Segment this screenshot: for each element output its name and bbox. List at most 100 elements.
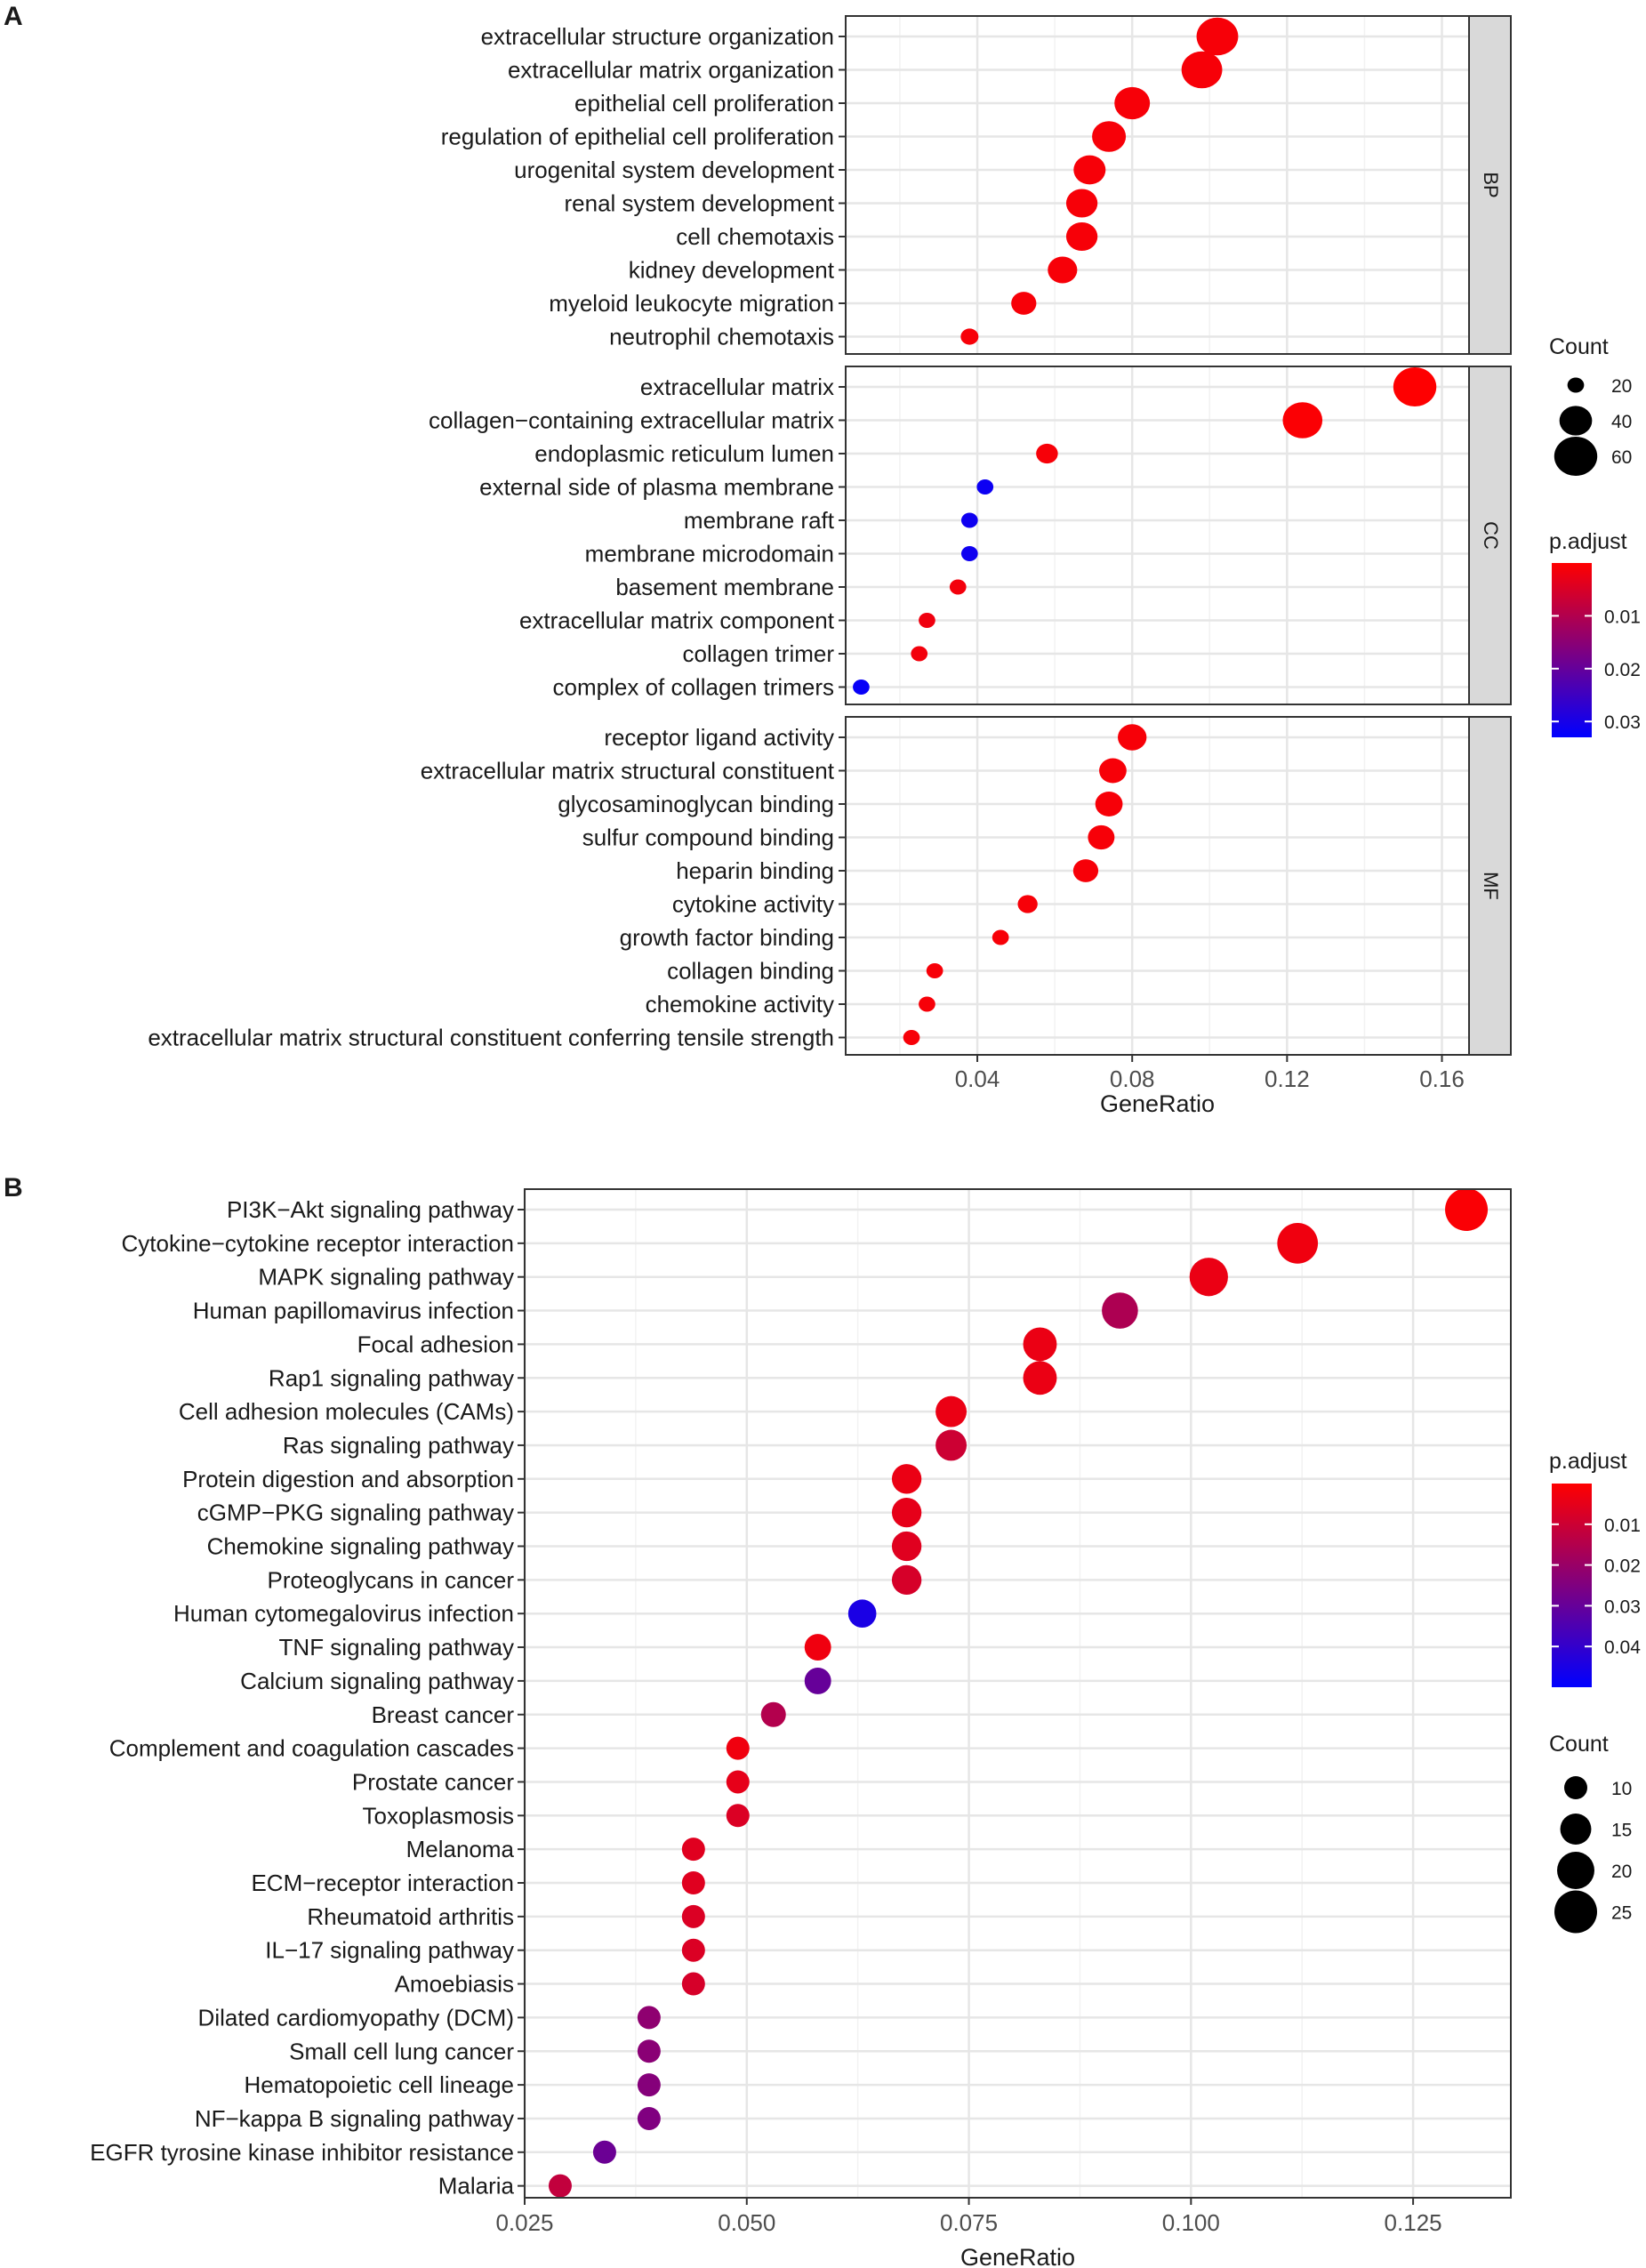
term-label: endoplasmic reticulum lumen	[534, 440, 834, 467]
term-label: Ras signaling pathway	[283, 1432, 514, 1459]
data-point	[1065, 189, 1098, 218]
term-label: NF−kappa B signaling pathway	[195, 2105, 514, 2132]
term-label: Breast cancer	[372, 1701, 515, 1728]
term-label: cytokine activity	[672, 891, 834, 918]
data-point	[548, 2174, 572, 2198]
data-point	[681, 1938, 705, 1962]
size-legend-label: 10	[1611, 1779, 1632, 1799]
term-label: ECM−receptor interaction	[251, 1870, 514, 1896]
term-label: Amoebiasis	[395, 1971, 514, 1998]
data-point	[1023, 1361, 1057, 1395]
term-label: epithelial cell proliferation	[574, 90, 834, 117]
x-tick-label: 0.100	[1162, 2209, 1220, 2236]
data-point	[1088, 824, 1115, 850]
term-label: Prostate cancer	[352, 1768, 514, 1795]
data-point	[681, 1871, 705, 1894]
size-legend-label: 25	[1611, 1903, 1632, 1924]
size-legend-key	[1560, 1814, 1592, 1845]
term-label: basement membrane	[615, 574, 834, 600]
term-label: Calcium signaling pathway	[240, 1668, 514, 1694]
data-point	[911, 646, 928, 662]
data-point	[919, 996, 935, 1012]
data-point	[726, 1736, 750, 1760]
data-point	[1196, 17, 1239, 56]
data-point	[960, 512, 978, 528]
data-point	[1118, 724, 1147, 751]
data-point	[592, 2140, 616, 2164]
data-point	[1282, 402, 1323, 438]
facet-strip	[1468, 366, 1512, 705]
term-label: Rheumatoid arthritis	[307, 1903, 514, 1930]
data-point	[891, 1464, 922, 1494]
color-legend-label: 0.03	[1604, 712, 1641, 733]
data-point	[1048, 256, 1078, 284]
data-point	[726, 1770, 750, 1794]
data-point	[637, 2106, 661, 2130]
term-label: collagen−containing extracellular matrix	[429, 407, 834, 434]
size-legend-title: Count	[1549, 1732, 1609, 1757]
panel-background	[525, 1189, 1511, 2198]
data-point	[960, 546, 978, 561]
size-legend-label: 15	[1611, 1821, 1632, 1841]
term-label: cGMP−PKG signaling pathway	[197, 1500, 514, 1526]
data-point	[1092, 121, 1127, 152]
term-label: membrane microdomain	[585, 541, 834, 567]
term-label: extracellular matrix structural constitu…	[148, 1025, 834, 1051]
data-point	[804, 1667, 831, 1694]
data-point	[992, 929, 1009, 945]
term-label: IL−17 signaling pathway	[265, 1937, 514, 1964]
data-point	[1072, 859, 1099, 882]
term-label: extracellular matrix	[640, 374, 834, 400]
color-legend: p.adjust 0.01 0.02 0.03 0.04	[1549, 1449, 1641, 1687]
color-legend-label: 0.01	[1604, 607, 1641, 627]
term-label: growth factor binding	[620, 924, 834, 951]
facet-strip	[1468, 15, 1512, 355]
term-label: Toxoplasmosis	[362, 1802, 514, 1829]
term-label: neutrophil chemotaxis	[609, 324, 834, 350]
term-label: extracellular matrix structural constitu…	[421, 758, 835, 784]
x-tick-label: 0.075	[940, 2209, 998, 2236]
x-tick-label: 0.050	[718, 2209, 775, 2236]
size-legend-label: 40	[1611, 412, 1632, 432]
panel-label-b: B	[4, 1173, 23, 1202]
facet-strip-label: CC	[1480, 521, 1502, 550]
data-point	[804, 1634, 831, 1661]
data-point	[760, 1701, 786, 1727]
data-point	[681, 1904, 705, 1928]
size-legend-key	[1557, 1852, 1594, 1889]
term-label: Cytokine−cytokine receptor interaction	[121, 1230, 514, 1257]
data-point	[1095, 792, 1123, 816]
facet-bp: extracellular structure organization extr…	[441, 15, 1512, 355]
color-legend-label: 0.01	[1604, 1516, 1641, 1536]
data-point	[935, 1429, 968, 1461]
color-legend-title: p.adjust	[1549, 529, 1627, 554]
term-label: complex of collagen trimers	[553, 674, 834, 701]
term-label: urogenital system development	[514, 157, 835, 183]
data-point	[847, 1599, 877, 1629]
data-point	[1073, 155, 1106, 185]
term-label: Proteoglycans in cancer	[268, 1566, 515, 1593]
x-tick-label: 0.125	[1385, 2209, 1442, 2236]
size-legend-label: 20	[1611, 376, 1632, 397]
data-point	[1023, 1327, 1057, 1362]
color-legend-label: 0.04	[1604, 1637, 1641, 1658]
data-point	[976, 479, 994, 495]
term-label: glycosaminoglycan binding	[558, 791, 834, 817]
data-point	[637, 2073, 661, 2097]
term-label: myeloid leukocyte migration	[549, 290, 834, 317]
data-point	[926, 963, 943, 978]
color-legend-bar	[1552, 563, 1592, 737]
facet-mf: receptor ligand activity extracellular ma…	[148, 716, 1512, 1056]
data-point	[1393, 367, 1437, 406]
size-legend-key	[1559, 406, 1593, 436]
term-label: Human papillomavirus infection	[193, 1298, 514, 1324]
term-label: external side of plasma membrane	[479, 474, 834, 501]
data-point	[1189, 1258, 1228, 1297]
x-axis-title: GeneRatio	[1100, 1090, 1215, 1117]
term-label: Rap1 signaling pathway	[269, 1364, 514, 1391]
term-label: Melanoma	[406, 1836, 515, 1862]
term-label: chemokine activity	[646, 991, 834, 1017]
term-label: TNF signaling pathway	[279, 1634, 514, 1661]
